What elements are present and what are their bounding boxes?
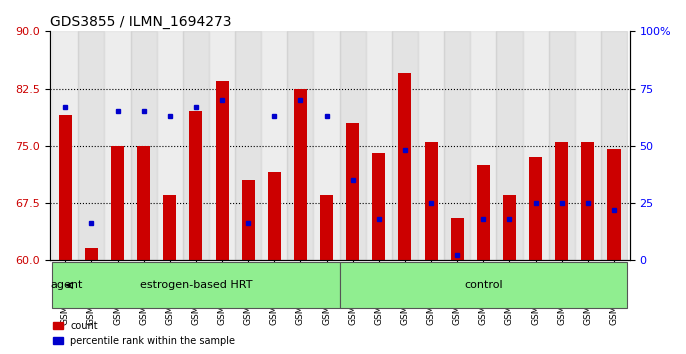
Bar: [294, 88, 307, 260]
Bar: [366, 32, 392, 260]
Bar: [261, 32, 287, 260]
Bar: [156, 32, 183, 260]
Bar: [183, 32, 209, 260]
Bar: [85, 249, 98, 260]
Bar: [523, 32, 549, 260]
Bar: [581, 142, 594, 260]
Bar: [241, 180, 255, 260]
Text: control: control: [464, 280, 503, 290]
Bar: [111, 145, 124, 260]
Bar: [104, 32, 130, 260]
Bar: [52, 32, 78, 260]
Bar: [425, 142, 438, 260]
Bar: [399, 73, 412, 260]
Bar: [209, 32, 235, 260]
Bar: [130, 32, 156, 260]
Text: GDS3855 / ILMN_1694273: GDS3855 / ILMN_1694273: [49, 15, 231, 29]
Bar: [549, 32, 575, 260]
Bar: [418, 32, 444, 260]
Bar: [575, 32, 601, 260]
Bar: [314, 32, 340, 260]
Bar: [235, 32, 261, 260]
Bar: [215, 81, 228, 260]
Bar: [287, 32, 314, 260]
Bar: [59, 115, 72, 260]
Bar: [340, 32, 366, 260]
Bar: [268, 172, 281, 260]
Bar: [78, 32, 104, 260]
Bar: [320, 195, 333, 260]
Legend: count, percentile rank within the sample: count, percentile rank within the sample: [53, 321, 235, 346]
Bar: [340, 262, 627, 308]
Bar: [372, 153, 386, 260]
Text: agent: agent: [50, 280, 82, 290]
Bar: [189, 112, 202, 260]
Bar: [451, 218, 464, 260]
Bar: [444, 32, 471, 260]
Bar: [471, 32, 497, 260]
Bar: [607, 149, 621, 260]
Bar: [529, 157, 542, 260]
Bar: [503, 195, 516, 260]
Bar: [346, 123, 359, 260]
Bar: [52, 262, 340, 308]
Bar: [137, 145, 150, 260]
Bar: [601, 32, 627, 260]
Bar: [392, 32, 418, 260]
Text: estrogen-based HRT: estrogen-based HRT: [140, 280, 252, 290]
Bar: [555, 142, 568, 260]
Bar: [163, 195, 176, 260]
Bar: [497, 32, 523, 260]
Bar: [477, 165, 490, 260]
